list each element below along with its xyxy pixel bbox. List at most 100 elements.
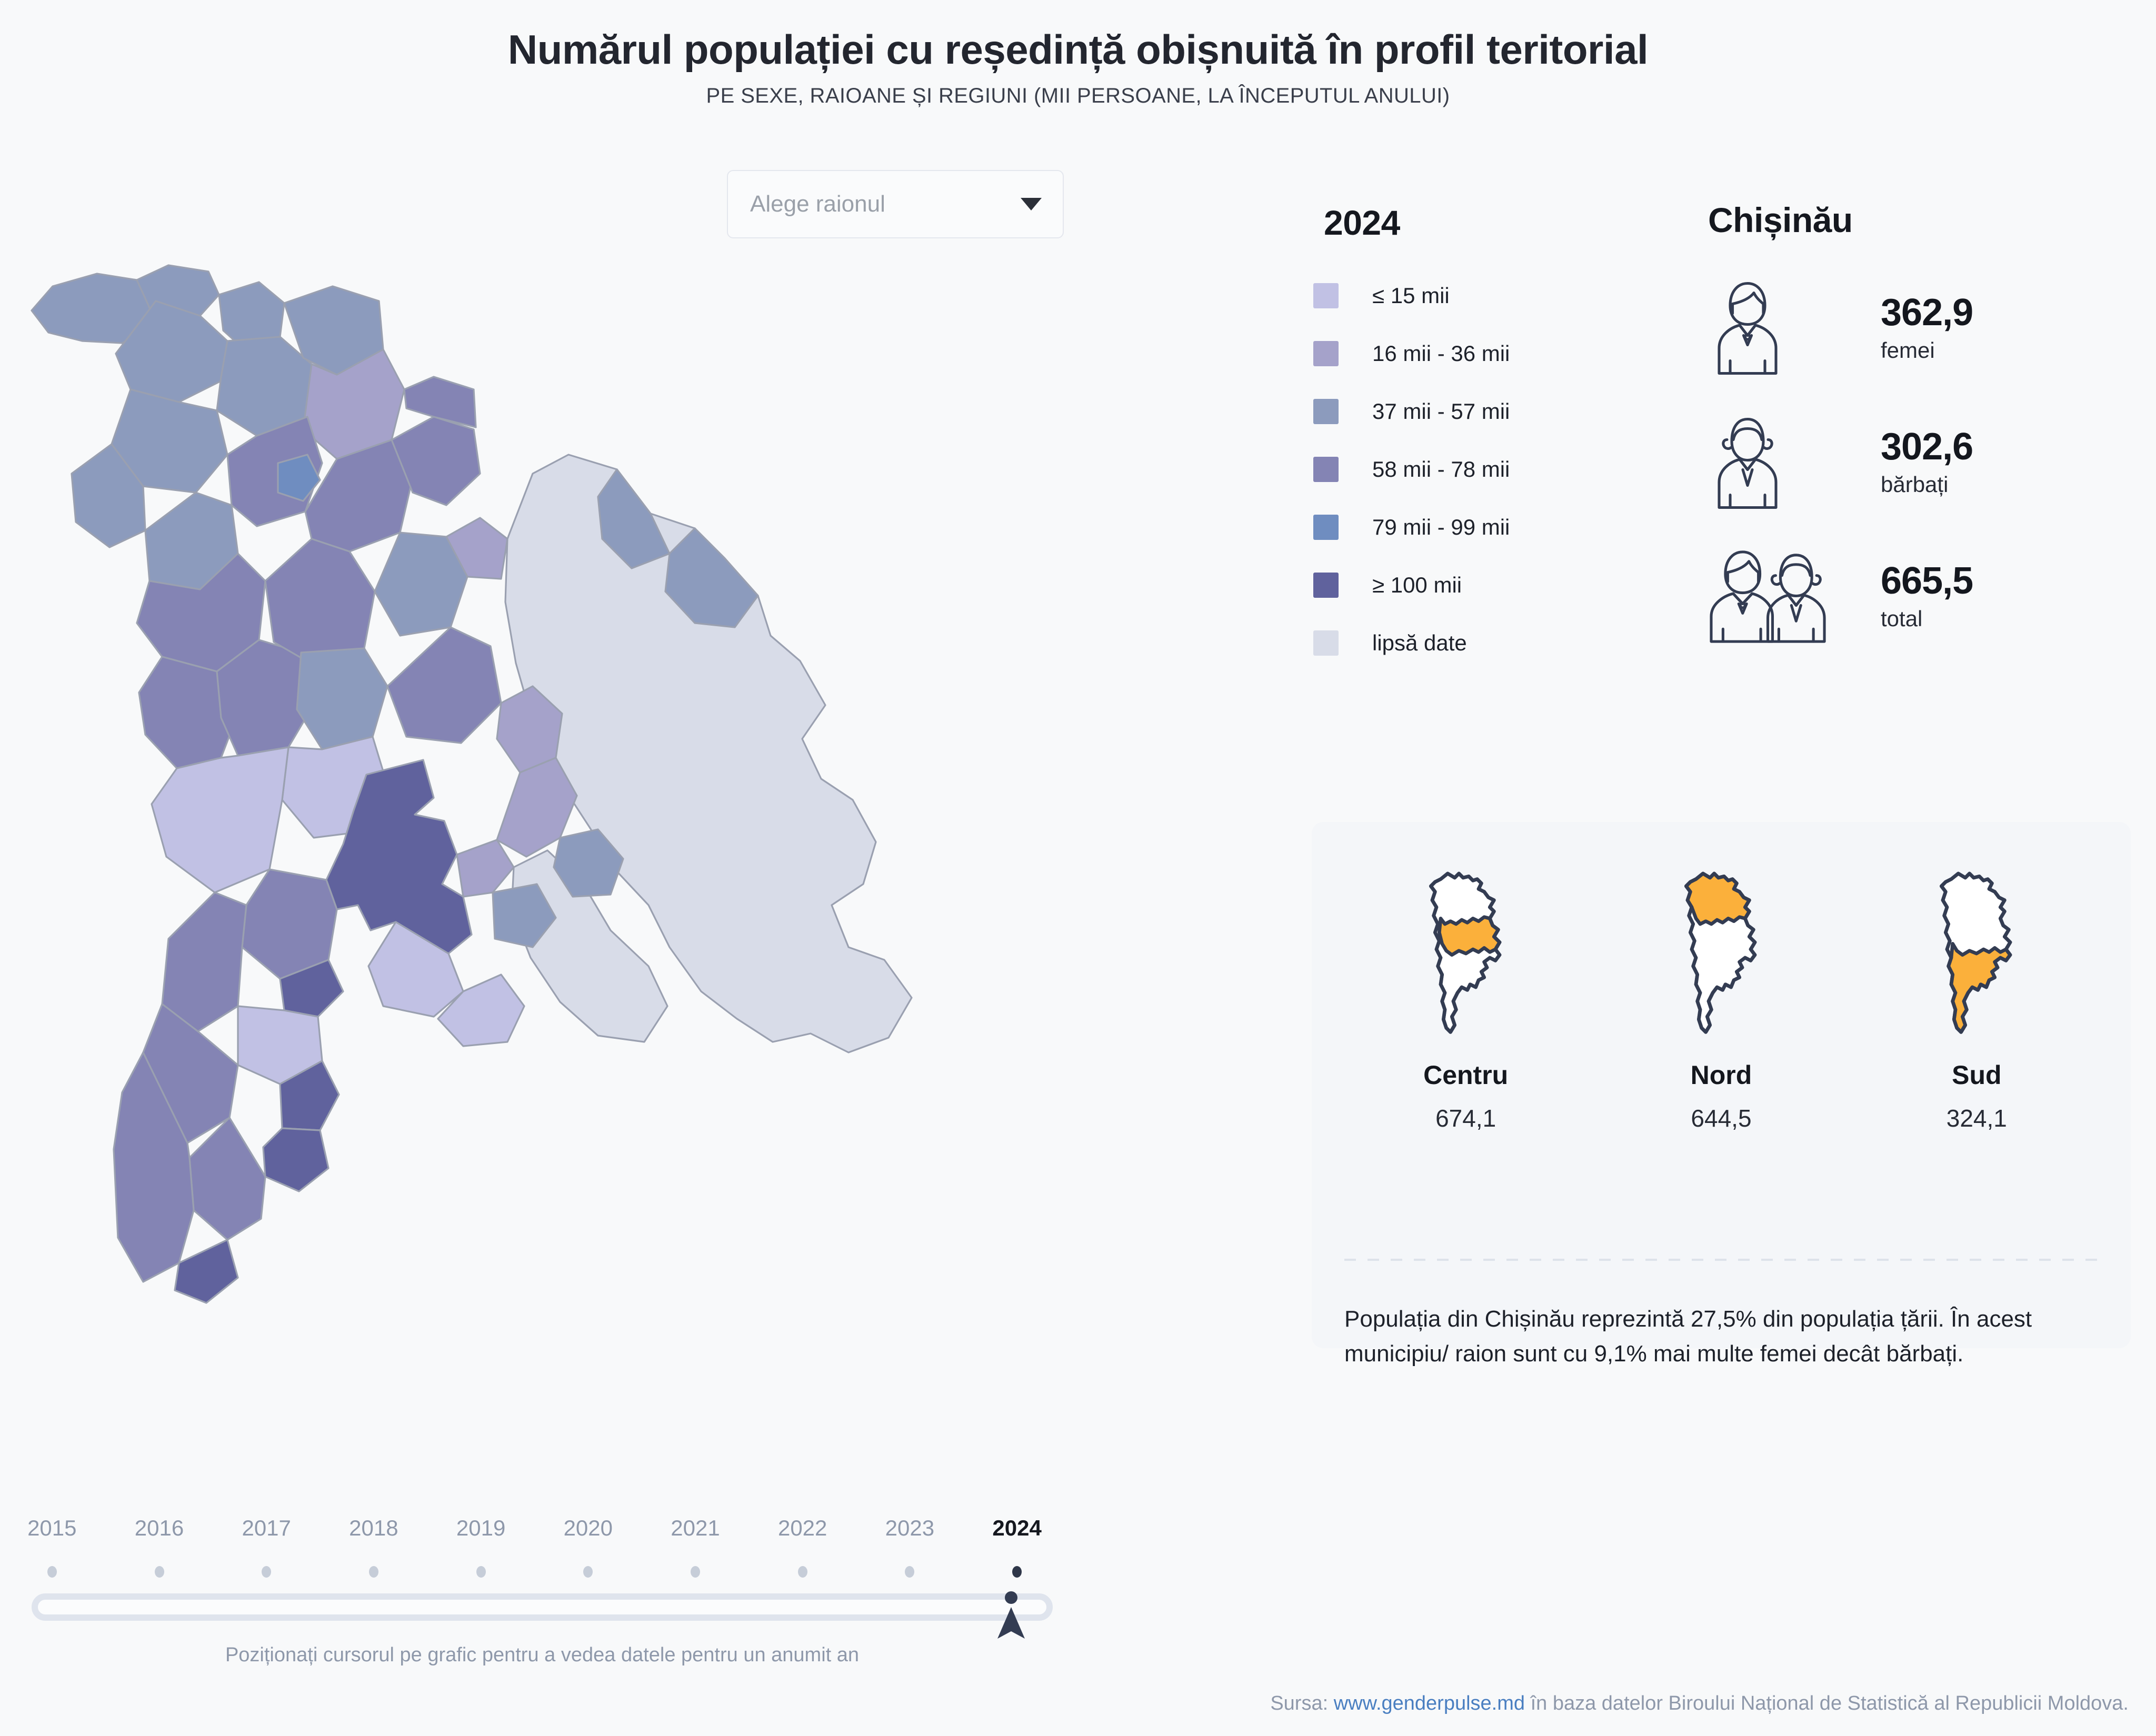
region-centru[interactable]: Centru 674,1 <box>1379 869 1553 1132</box>
card-divider <box>1344 1259 2098 1261</box>
district-leova <box>161 891 247 1032</box>
year-dot-2023[interactable] <box>905 1566 915 1578</box>
year-dot-2016[interactable] <box>154 1566 164 1578</box>
legend-year: 2024 <box>1324 203 1400 242</box>
man-avatar-icon <box>1708 405 1866 520</box>
year-dot-2020[interactable] <box>583 1566 593 1578</box>
year-label-2017[interactable]: 2017 <box>242 1516 291 1540</box>
map-legend: 2024 ≤ 15 mii 16 mii - 36 mii 37 mii - 57 … <box>1313 203 1650 672</box>
map-svg <box>31 264 913 1304</box>
region-mini-map-centru <box>1379 869 1553 1038</box>
legend-label: 16 mii - 36 mii <box>1372 341 1510 366</box>
source-link[interactable]: www.genderpulse.md <box>1333 1692 1525 1714</box>
region-value: 324,1 <box>1946 1105 2007 1132</box>
legend-row[interactable]: ≥ 100 mii <box>1313 556 1650 614</box>
district-vulcanesti <box>188 1117 266 1241</box>
stat-value-total: 665,5 <box>1881 559 1973 602</box>
region-map-svg <box>1940 871 2012 1034</box>
region-sud[interactable]: Sud 324,1 <box>1890 869 2063 1132</box>
legend-swatch <box>1313 630 1339 656</box>
year-label-2019[interactable]: 2019 <box>456 1516 506 1540</box>
district-tiraspol <box>553 828 624 898</box>
year-label-2024[interactable]: 2024 <box>992 1516 1042 1540</box>
year-timeline[interactable]: 2015 2016 2017 2018 2019 2020 2021 2022 2023 2024… <box>27 1516 1053 1667</box>
legend-swatch <box>1313 573 1339 598</box>
district-orhei <box>264 538 376 666</box>
year-dots[interactable] <box>32 1566 1053 1590</box>
stat-label-barbati: bărbați <box>1881 471 1949 497</box>
legend-label: ≥ 100 mii <box>1372 573 1462 597</box>
district-soldanesti <box>403 376 477 428</box>
year-slider-track[interactable] <box>32 1591 1053 1639</box>
region-nord[interactable]: Nord 644,5 <box>1634 869 1808 1132</box>
handle-svg <box>997 1591 1025 1639</box>
raion-select-dropdown[interactable]: Alege raionul <box>727 170 1064 238</box>
district-telenesti <box>304 439 414 553</box>
year-label-2021[interactable]: 2021 <box>671 1516 720 1540</box>
stat-label-femei: femei <box>1881 337 1935 363</box>
stat-text-barbati: 302,6 bărbați <box>1881 428 1973 497</box>
district-basarabeasca <box>279 959 344 1018</box>
year-label-2018[interactable]: 2018 <box>349 1516 398 1540</box>
year-label-2016[interactable]: 2016 <box>134 1516 184 1540</box>
moldova-choropleth-map[interactable] <box>21 210 1053 1510</box>
legend-row[interactable]: lipsă date <box>1313 614 1650 672</box>
legend-swatch <box>1313 283 1339 308</box>
year-label-2022[interactable]: 2022 <box>777 1516 827 1540</box>
district-straseni <box>296 647 388 750</box>
region-value: 674,1 <box>1435 1105 1496 1132</box>
raion-select-placeholder: Alege raionul <box>750 191 885 217</box>
district-taraclia <box>262 1127 330 1192</box>
stat-label-total: total <box>1881 606 1923 631</box>
district-bender <box>492 883 557 948</box>
legend-items: ≤ 15 mii 16 mii - 36 mii 37 mii - 57 mii 58… <box>1313 267 1650 672</box>
page-subtitle: PE SEXE, RAIOANE ȘI REGIUNI (MII PERSOAN… <box>706 84 1450 107</box>
legend-label: 37 mii - 57 mii <box>1372 399 1510 424</box>
stats-title: Chișinău <box>1708 200 1853 239</box>
year-dot-2018[interactable] <box>368 1566 378 1578</box>
source-prefix: Sursa: <box>1270 1692 1334 1714</box>
district-causeni <box>367 921 464 1018</box>
year-dot-2019[interactable] <box>476 1566 486 1578</box>
year-labels: 2015 2016 2017 2018 2019 2020 2021 2022 2023 2024 <box>27 1516 1053 1558</box>
stat-value-femei: 362,9 <box>1881 291 1973 334</box>
legend-swatch <box>1313 399 1339 424</box>
region-mini-map-nord <box>1634 869 1808 1038</box>
district-comrat <box>279 1060 340 1131</box>
region-value: 644,5 <box>1691 1105 1752 1132</box>
district-calarasi <box>216 639 317 757</box>
legend-label: 58 mii - 78 mii <box>1372 457 1510 481</box>
district-hincesti <box>151 746 290 894</box>
couple-avatar-icon <box>1708 539 1866 655</box>
legend-label: lipsă date <box>1372 630 1467 655</box>
legend-row[interactable]: ≤ 15 mii <box>1313 267 1650 325</box>
year-label-2015[interactable]: 2015 <box>27 1516 77 1540</box>
year-dot-2015[interactable] <box>47 1566 57 1578</box>
year-label-2020[interactable]: 2020 <box>563 1516 613 1540</box>
district-anenii-noi <box>386 626 502 744</box>
region-mini-map-sud <box>1890 869 2063 1038</box>
region-map-svg <box>1684 871 1757 1034</box>
legend-swatch <box>1313 515 1339 540</box>
cursor-arrow-handle-icon[interactable] <box>992 1590 1030 1641</box>
district-slobozia-light <box>496 757 578 858</box>
legend-row[interactable]: 79 mii - 99 mii <box>1313 498 1650 556</box>
district-cahul <box>113 1051 195 1283</box>
legend-row[interactable]: 58 mii - 78 mii <box>1313 440 1650 498</box>
legend-row[interactable]: 16 mii - 36 mii <box>1313 325 1650 383</box>
year-dot-2017[interactable] <box>262 1566 272 1578</box>
year-label-2023[interactable]: 2023 <box>885 1516 935 1540</box>
legend-swatch <box>1313 457 1339 482</box>
district-glodeni <box>71 443 146 548</box>
district-stefan-voda <box>437 974 525 1047</box>
legend-label: ≤ 15 mii <box>1372 283 1450 308</box>
legend-swatch <box>1313 341 1339 366</box>
header: Numărul populației cu reședință obișnuit… <box>0 27 2156 108</box>
source-suffix: în baza datelor Biroului Național de Sta… <box>1525 1692 2129 1714</box>
stat-row-total: 665,5 total <box>1708 529 2129 664</box>
year-dot-2021[interactable] <box>691 1566 700 1578</box>
legend-row[interactable]: 37 mii - 57 mii <box>1313 383 1650 440</box>
year-dot-2024[interactable] <box>1012 1566 1022 1578</box>
year-dot-2022[interactable] <box>797 1566 807 1578</box>
district-criuleni-south <box>456 839 515 898</box>
